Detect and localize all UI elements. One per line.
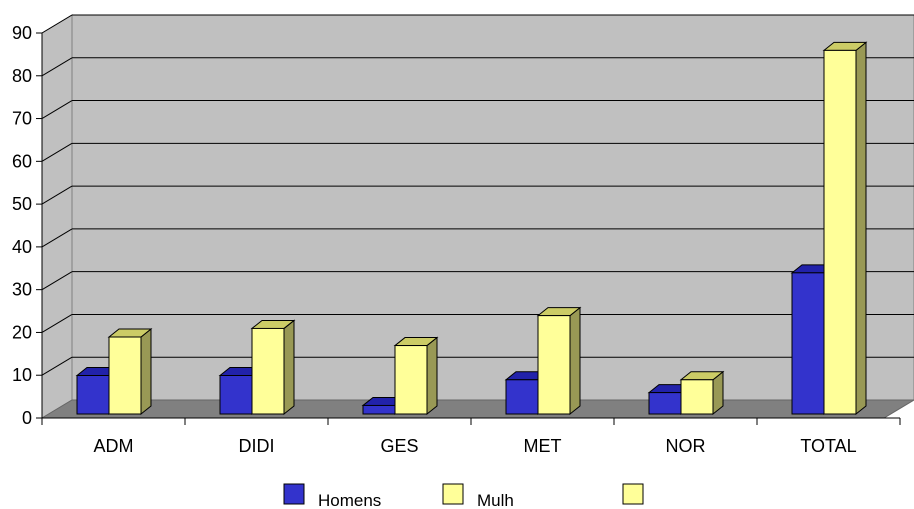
legend-item-homens: Homens — [283, 483, 381, 509]
gridline-left — [41, 142, 73, 162]
bar-side — [283, 319, 295, 416]
y-tick-label: 90 — [12, 23, 32, 43]
y-tick-label: 0 — [22, 408, 32, 428]
gridline-left — [41, 314, 73, 333]
y-tick-label: 30 — [12, 280, 32, 300]
bar-mulh — [107, 327, 153, 416]
bar-front — [537, 315, 571, 415]
bar-front — [823, 49, 857, 415]
x-tick-label: MET — [524, 436, 562, 456]
gridline-left — [41, 57, 73, 77]
bar-side — [140, 327, 152, 416]
legend-swatch — [283, 483, 305, 505]
chart-left-wall — [41, 14, 73, 419]
legend-label: Mulh — [477, 491, 514, 509]
y-tick-label: 60 — [12, 151, 32, 171]
gridline-left — [41, 100, 73, 119]
legend-swatch — [622, 483, 644, 505]
bar-front — [791, 272, 825, 415]
bar-front — [394, 345, 428, 415]
bar-front — [680, 379, 714, 415]
y-axis-ticks: 0 10 20 30 40 50 60 70 80 90 — [12, 23, 42, 428]
y-tick-label: 10 — [12, 365, 32, 385]
gridline-left — [41, 185, 73, 205]
bars — [75, 41, 868, 416]
y-tick-label: 40 — [12, 237, 32, 257]
gridline-left — [41, 14, 73, 34]
y-tick-label: 80 — [12, 66, 32, 86]
chart-floor — [40, 399, 914, 419]
legend: Homens Mulh — [283, 483, 644, 509]
y-tick-label: 70 — [12, 109, 32, 129]
bar-side — [855, 41, 867, 416]
x-tick-label: TOTAL — [800, 436, 856, 456]
x-axis-ticks: ADM DIDI GES MET NOR TOTAL — [41, 418, 901, 456]
legend-item-mulh: Mulh — [442, 483, 514, 509]
gridline-left — [41, 271, 73, 291]
x-tick-label: GES — [380, 436, 418, 456]
legend-label: Homens — [318, 491, 381, 509]
bar-mulh — [250, 319, 296, 416]
gridline-left — [41, 356, 73, 376]
chart-wall — [71, 14, 914, 401]
bar-side — [426, 336, 438, 416]
bar-front — [362, 404, 396, 415]
legend-swatch — [442, 483, 464, 505]
bar-front — [219, 375, 253, 415]
bar-side — [569, 306, 581, 416]
y-tick-label: 50 — [12, 194, 32, 214]
bar-mulh — [822, 41, 868, 416]
bar-front — [108, 336, 142, 415]
bar-mulh — [679, 370, 725, 416]
x-tick-label: ADM — [94, 436, 134, 456]
gridline-left — [41, 228, 73, 248]
gridlines — [41, 14, 914, 376]
x-tick-label: DIDI — [239, 436, 275, 456]
bar-front — [251, 327, 285, 415]
bar-mulh — [393, 336, 439, 416]
legend-item-3 — [622, 483, 644, 505]
bar-front — [648, 392, 682, 415]
bar-mulh — [536, 306, 582, 416]
y-tick-label: 20 — [12, 322, 32, 342]
x-tick-label: NOR — [666, 436, 706, 456]
bar-front — [76, 375, 110, 415]
bar-front — [505, 379, 539, 415]
